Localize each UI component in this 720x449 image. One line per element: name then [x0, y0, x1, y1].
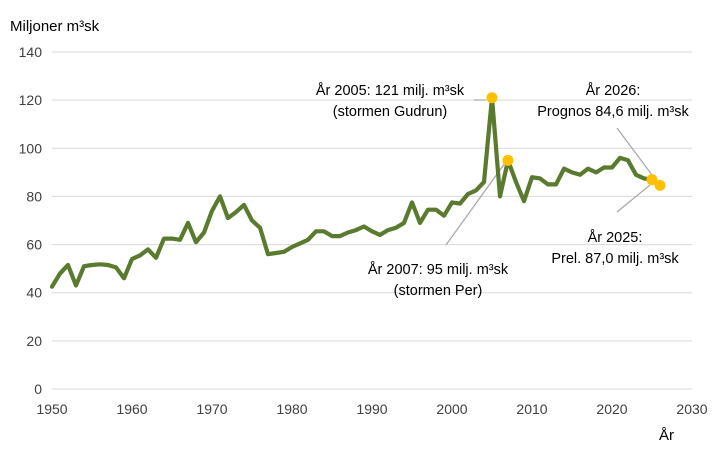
x-tick-label: 2000 — [436, 401, 467, 417]
annotation-text: År 2007: 95 milj. m³sk — [368, 261, 509, 278]
y-tick-label: 60 — [26, 237, 42, 253]
annotation-text: (stormen Per) — [394, 283, 483, 299]
y-tick-label: 20 — [26, 333, 42, 349]
annotations: År 2005: 121 milj. m³sk(stormen Gudrun)Å… — [316, 82, 690, 299]
x-tick-label: 2030 — [676, 401, 707, 417]
grid-lines — [52, 51, 692, 390]
x-tick-label: 1980 — [276, 401, 307, 417]
annotation-text: År 2026: — [586, 82, 641, 99]
annotation-leader — [445, 162, 506, 246]
series-line — [49, 95, 663, 289]
annotation-text: År 2025: — [588, 229, 643, 246]
x-tick-label: 2010 — [516, 401, 547, 417]
y-tick-label: 0 — [34, 381, 42, 397]
annotation-text: År 2005: 121 milj. m³sk — [316, 82, 465, 99]
x-tick-label: 1990 — [356, 401, 387, 417]
y-tick-label: 80 — [26, 188, 42, 204]
y-tick-label: 120 — [19, 92, 43, 108]
highlight-marker — [502, 154, 514, 166]
y-axis-label: Miljoner m³sk — [10, 18, 100, 35]
annotation-leader-lines — [445, 99, 653, 246]
annotation: År 2026: Prognos 84,6 milj. m³sk — [537, 82, 689, 120]
highlight-marker — [654, 179, 666, 191]
x-tick-labels: 1950 1960 1970 1980 1990 2000 2010 2020 2030 — [36, 401, 707, 417]
annotation: År 2025: Prel. 87,0 milj. m³sk — [551, 229, 679, 267]
annotation-text: (stormen Gudrun) — [333, 104, 447, 120]
annotation-text: Prognos 84,6 milj. m³sk — [537, 104, 689, 120]
x-tick-label: 1970 — [196, 401, 227, 417]
x-axis-label: År — [659, 427, 674, 444]
highlight-markers — [486, 92, 666, 191]
y-tick-labels: 0 20 40 60 80 100 120 140 — [19, 44, 43, 397]
annotation: År 2005: 121 milj. m³sk (stormen Gudrun) — [316, 82, 465, 120]
y-tick-label: 140 — [19, 44, 43, 60]
x-tick-label: 1950 — [36, 401, 67, 417]
highlight-marker — [646, 174, 658, 186]
annotation: År 2007: 95 milj. m³sk (stormen Per) — [368, 261, 509, 299]
y-tick-label: 100 — [19, 140, 43, 156]
x-tick-label: 1960 — [116, 401, 147, 417]
y-tick-label: 40 — [26, 285, 42, 301]
annotation-text: Prel. 87,0 milj. m³sk — [551, 251, 679, 267]
annotation-leader — [616, 184, 651, 213]
annotation-leader — [616, 127, 653, 176]
x-tick-label: 2020 — [596, 401, 627, 417]
highlight-marker — [486, 92, 498, 104]
